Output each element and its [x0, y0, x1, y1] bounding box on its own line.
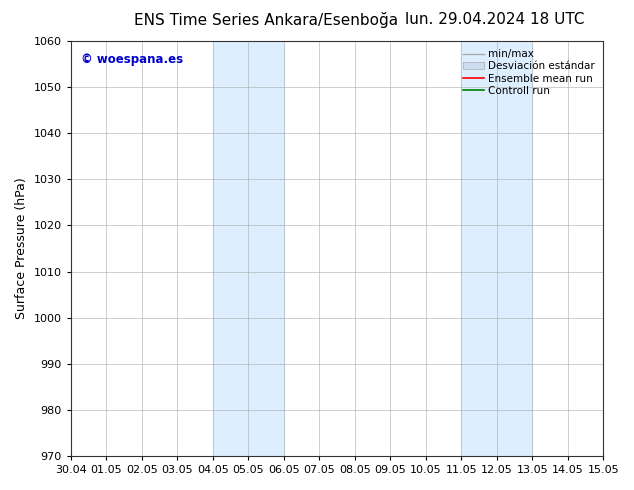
- Bar: [212, 41, 283, 456]
- Bar: [461, 41, 532, 456]
- Text: © woespana.es: © woespana.es: [81, 53, 183, 67]
- Text: lun. 29.04.2024 18 UTC: lun. 29.04.2024 18 UTC: [404, 12, 585, 27]
- Legend: min/max, Desviación estándar, Ensemble mean run, Controll run: min/max, Desviación estándar, Ensemble m…: [460, 46, 598, 99]
- Y-axis label: Surface Pressure (hPa): Surface Pressure (hPa): [15, 178, 28, 319]
- Text: ENS Time Series Ankara/Esenboğa: ENS Time Series Ankara/Esenboğa: [134, 12, 398, 28]
